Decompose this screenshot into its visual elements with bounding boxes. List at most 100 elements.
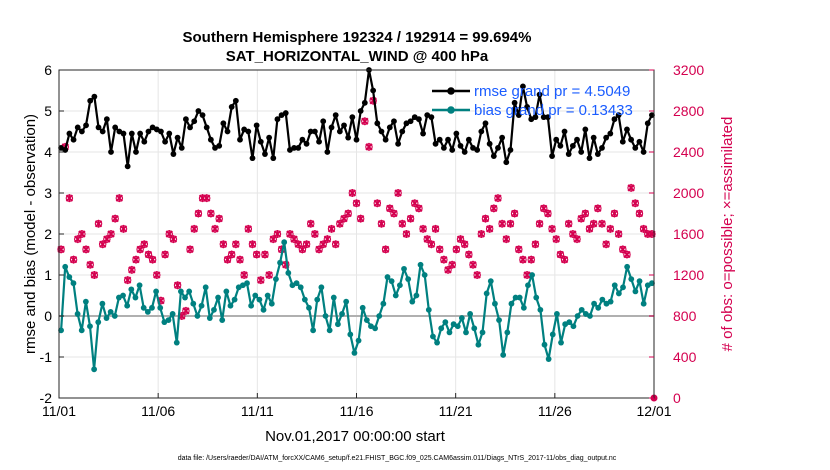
chart-title-line2: SAT_HORIZONTAL_WIND @ 400 hPa [226,48,489,65]
y-tick-label: -2 [40,390,53,406]
bias-point [186,288,193,295]
bias-point [128,286,135,293]
y-axis-label: rmse and bias (model - observation) [22,114,39,354]
bias-point [430,333,436,340]
bias-point [103,315,110,321]
bias-point [434,339,440,346]
assimilated-obs-marker [614,230,623,238]
assimilated-obs-marker [390,209,398,218]
rmse-point [195,108,202,114]
assimilated-obs-marker [436,245,444,254]
bias-point [153,288,160,295]
bias-point [177,288,184,295]
bias-point [574,313,581,319]
rmse-point [320,118,327,125]
rmse-point [532,114,539,121]
bias-point [66,274,73,280]
bias-point [144,309,151,315]
assimilated-obs-marker [498,219,506,228]
rmse-point [407,118,414,125]
assimilated-obs-marker [203,194,211,203]
assimilated-obs-marker [419,224,427,233]
rmse-point [624,126,630,133]
bias-point [244,280,250,287]
bias-point [194,313,201,319]
y-right-tick-label: 1200 [673,267,704,283]
y-right-tick-label: 400 [673,349,697,365]
rmse-point [611,116,618,123]
bias-point [492,300,498,307]
bias-point [120,292,126,299]
rmse-point [103,116,110,123]
rmse-point [461,149,468,155]
assimilated-obs-marker [173,281,182,290]
bias-point [413,292,420,299]
rmse-point [361,99,368,106]
assimilated-obs-marker [510,209,519,218]
rmse-point [249,155,256,162]
assimilated-obs-marker [581,209,589,218]
x-tick-label: 11/26 [538,403,572,419]
data-file-footnote: data file: /Users/raeder/DAI/ATM_forcXX/… [178,455,617,462]
bias-point [599,296,606,303]
bias-point [425,306,432,313]
axis-ticks: 11/01 11/06 11/11 11/16 11/21 11/26 12/01 -2 -1 0… [40,62,705,419]
rmse-point [316,138,322,145]
assimilated-obs-marker [111,214,119,223]
rmse-point [357,108,364,114]
bias-point [541,341,548,348]
bias-point [78,327,85,334]
rmse-point [490,153,497,160]
assimilated-obs-marker [415,204,423,213]
rmse-point [216,142,223,149]
bias-point [496,317,502,323]
rmse-point [95,124,102,131]
assimilated-obs-marker [78,230,86,238]
rmse-point [536,91,543,98]
bias-point [206,315,213,321]
bias-point [607,298,614,305]
bias-point [649,280,655,287]
rmse-point [120,130,127,137]
bias-point [219,317,226,323]
assimilated-obs-marker [128,265,136,274]
assimilated-obs-marker [348,189,356,197]
rmse-point [582,126,589,133]
bias-point [558,339,564,346]
rmse-point [416,116,422,123]
bias-point [74,311,81,317]
assimilated-obs-marker [427,240,436,249]
assimilated-obs-marker [307,219,315,228]
bias-point [487,278,494,285]
assimilated-obs-marker [381,245,390,254]
bias-point [95,319,102,326]
assimilated-obs-marker [261,250,269,259]
rmse-point [649,112,655,118]
bias-point [570,323,577,330]
assimilated-obs-marker [190,224,198,233]
assimilated-obs-marker [461,240,469,249]
rmse-point [307,128,314,135]
bias-point [454,323,461,330]
assimilated-obs-marker [265,271,273,279]
assimilated-obs-marker [273,230,282,238]
assimilated-obs-marker [361,117,369,126]
bias-point [318,284,325,291]
rmse-point [91,93,98,100]
rmse-point [162,138,169,145]
bias-point [82,298,89,305]
rmse-point [428,114,435,121]
bias-point [140,304,147,311]
legend-rmse-marker [447,87,455,95]
bias-point [384,274,391,280]
bias-point [347,331,354,338]
assimilated-obs-marker [148,255,157,264]
bias-point [169,311,176,317]
assimilated-obs-marker [531,240,540,249]
assimilated-obs-marker [244,224,252,233]
rmse-point [274,116,281,123]
assimilated-obs-marker [527,255,535,264]
assimilated-obs-marker [82,245,90,254]
rmse-point [137,130,144,137]
assimilated-obs-marker [153,271,161,279]
